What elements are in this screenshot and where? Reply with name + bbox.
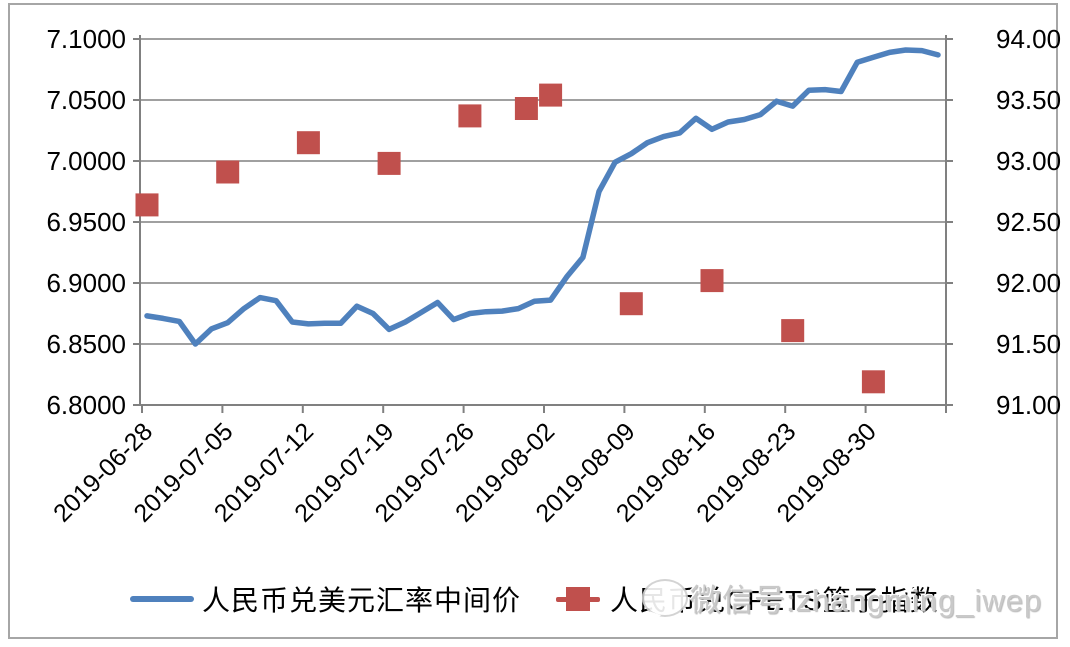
cfets-index-point	[136, 193, 159, 216]
y-axis-label-left: 6.9500	[46, 207, 126, 237]
cfets-index-point	[701, 269, 724, 292]
legend-label-midpoint-rate: 人民币兑美元汇率中间价	[202, 579, 521, 619]
y-axis-label-right: 94.00	[996, 24, 1061, 54]
y-axis-label-left: 7.0000	[46, 146, 126, 176]
chart-page: 7.1000 94.00 7.0500 93.50 7.0000 93.00 6.9500 9…	[0, 0, 1070, 647]
cfets-index-point	[458, 104, 481, 127]
cfets-index-point	[862, 370, 885, 393]
combo-chart: 7.1000 94.00 7.0500 93.50 7.0000 93.00 6.9500 9…	[0, 0, 1070, 647]
line-series-swatch	[130, 596, 194, 602]
y-axis-label-right: 91.50	[996, 329, 1061, 359]
cfets-index-point	[297, 131, 320, 154]
y-axis-label-right: 92.00	[996, 268, 1061, 298]
y-axis-label-right: 92.50	[996, 207, 1061, 237]
cfets-index-point	[620, 292, 643, 315]
cfets-index-point	[781, 319, 804, 342]
cfets-index-point	[515, 97, 538, 120]
legend-label-cfets-index: 人民币兑CFETS篮子指数	[610, 579, 939, 619]
y-axis-label-left: 7.1000	[46, 24, 126, 54]
cfets-index-point	[378, 152, 401, 175]
legend-item-midpoint-rate: 人民币兑美元汇率中间价	[130, 579, 521, 619]
legend: 人民币兑美元汇率中间价 人民币兑CFETS篮子指数	[0, 575, 1070, 620]
y-axis-label-left: 6.8500	[46, 329, 126, 359]
y-axis-label-left: 6.8000	[46, 390, 126, 420]
cfets-index-point	[216, 161, 239, 184]
scatter-series-swatch	[556, 586, 600, 612]
y-axis-label-right: 91.00	[996, 390, 1061, 420]
y-axis-label-right: 93.50	[996, 85, 1061, 115]
y-axis-label-right: 93.00	[996, 146, 1061, 176]
y-axis-label-left: 6.9000	[46, 268, 126, 298]
legend-item-cfets-index: 人民币兑CFETS篮子指数	[556, 579, 939, 619]
cfets-index-point	[539, 84, 562, 107]
y-axis-label-left: 7.0500	[46, 85, 126, 115]
